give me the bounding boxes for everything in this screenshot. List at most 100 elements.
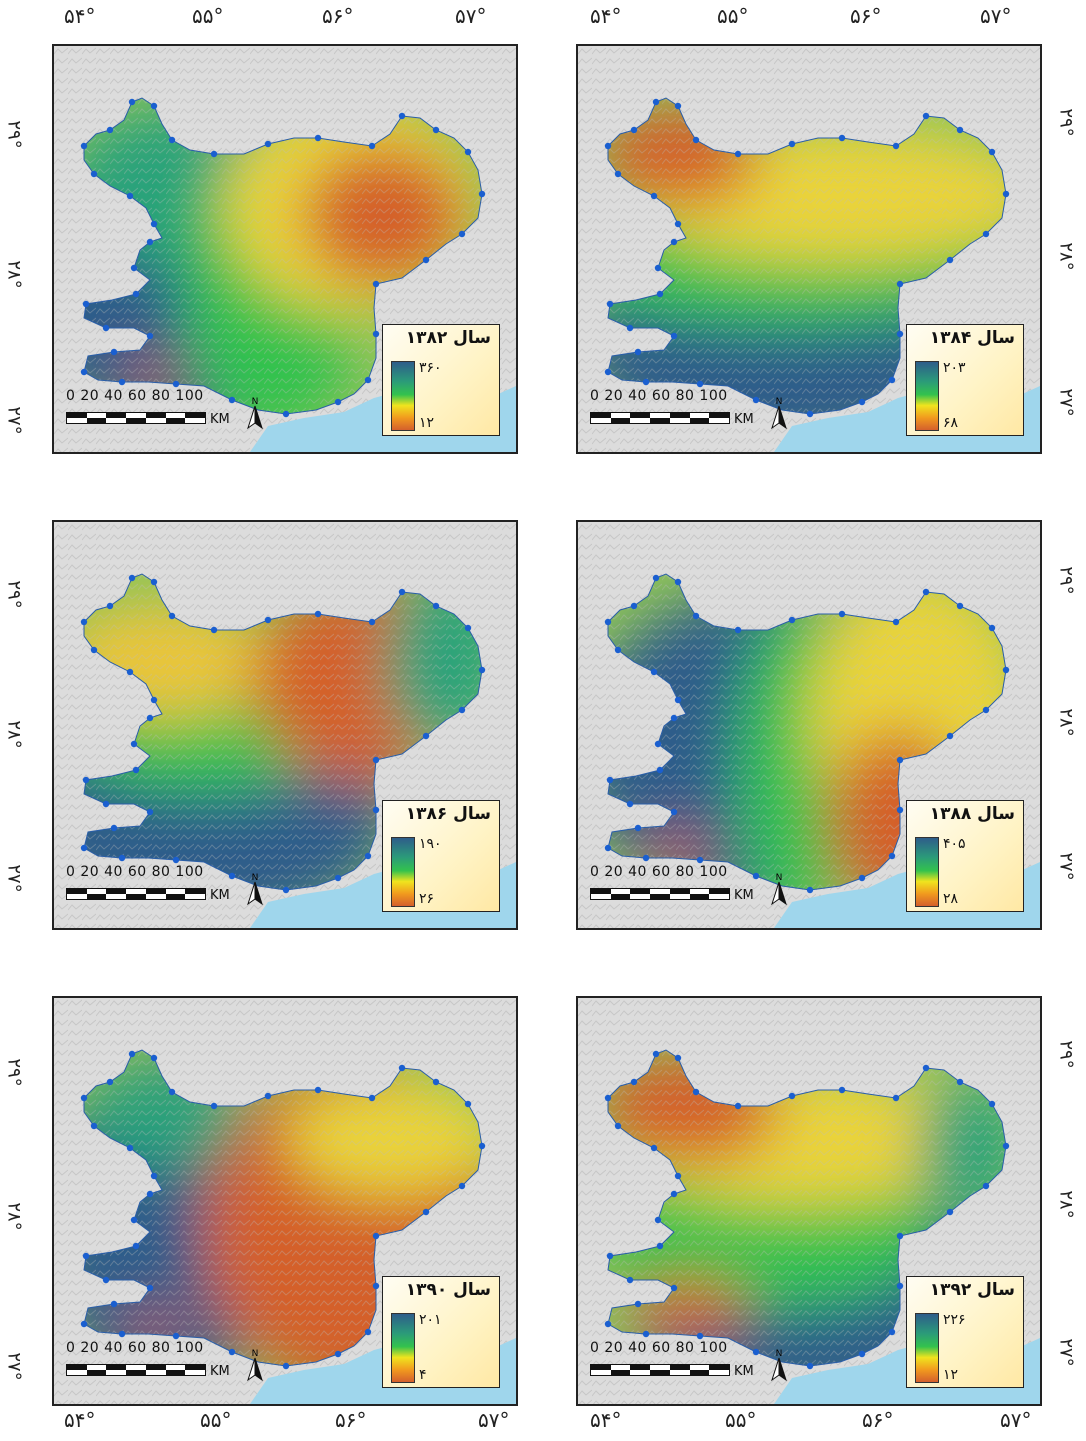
station-point <box>892 142 900 150</box>
interpolation-map <box>578 522 1040 928</box>
station-point <box>652 98 660 106</box>
station-point <box>692 612 700 620</box>
station-point <box>606 776 614 784</box>
station-point <box>102 1276 110 1284</box>
lat-label: ۲۸° <box>3 1202 25 1231</box>
station-point <box>604 368 612 376</box>
scale-unit: KM <box>210 412 230 427</box>
lon-label: ۵۷° <box>478 1408 510 1432</box>
station-point <box>132 766 140 774</box>
station-point <box>896 1232 904 1240</box>
station-point <box>652 1050 660 1058</box>
legend-min-value: ۲۶ <box>419 891 435 907</box>
station-point <box>368 142 376 150</box>
scale-bar-graphic <box>590 1364 730 1376</box>
station-point <box>102 800 110 808</box>
station-point <box>128 574 136 582</box>
station-point <box>1002 1142 1010 1150</box>
station-point <box>432 1078 440 1086</box>
lat-label: ۲۸° <box>3 720 25 749</box>
station-point <box>80 1320 88 1328</box>
scale-unit: KM <box>210 1364 230 1379</box>
lat-label: ۲۹° <box>1055 566 1077 595</box>
station-point <box>892 1094 900 1102</box>
station-point <box>334 398 342 406</box>
north-label: N <box>776 1349 783 1359</box>
station-point <box>946 256 954 264</box>
station-point <box>946 732 954 740</box>
station-point <box>422 256 430 264</box>
station-point <box>110 1300 118 1308</box>
station-point <box>634 1300 642 1308</box>
lat-label: ۲۹° <box>3 120 25 149</box>
station-point <box>752 1348 760 1356</box>
station-point <box>282 1362 290 1370</box>
station-point <box>626 800 634 808</box>
legend-min-value: ۲۸ <box>943 891 959 907</box>
station-point <box>1002 666 1010 674</box>
station-point <box>982 1182 990 1190</box>
station-point <box>922 112 930 120</box>
legend-max-value: ۲۰۳ <box>943 360 966 376</box>
lon-label: ۵۷° <box>455 4 487 28</box>
station-point <box>364 376 372 384</box>
station-point <box>642 378 650 386</box>
station-point <box>806 886 814 894</box>
scale-bar: 0 20 40 60 80 100 KM N <box>590 864 790 912</box>
station-point <box>988 624 996 632</box>
station-point <box>80 368 88 376</box>
station-point <box>888 376 896 384</box>
station-point <box>130 740 138 748</box>
station-point <box>696 1332 704 1340</box>
station-point <box>372 806 380 814</box>
north-label: N <box>252 873 259 883</box>
lat-label: ۲۷° <box>1055 1338 1077 1367</box>
station-point <box>90 646 98 654</box>
scale-bar-graphic <box>590 888 730 900</box>
interpolation-map <box>54 46 516 452</box>
station-point <box>788 616 796 624</box>
station-point <box>172 856 180 864</box>
station-point <box>838 1086 846 1094</box>
station-point <box>896 806 904 814</box>
lat-label: ۲۹° <box>1055 108 1077 137</box>
station-point <box>642 854 650 862</box>
station-point <box>946 1208 954 1216</box>
station-point <box>674 578 682 586</box>
north-arrow-icon: N <box>771 1349 787 1382</box>
station-point <box>422 1208 430 1216</box>
station-point <box>146 238 154 246</box>
legend: سال ۱۳۸۶ ۱۹۰ ۲۶ <box>382 800 500 912</box>
legend-title: سال ۱۳۹۰ <box>405 1280 491 1300</box>
legend-title: سال ۱۳۸۴ <box>929 328 1015 348</box>
station-point <box>614 1122 622 1130</box>
station-point <box>858 874 866 882</box>
station-point <box>988 1100 996 1108</box>
station-point <box>464 148 472 156</box>
station-point <box>650 1144 658 1152</box>
station-point <box>126 668 134 676</box>
lat-label: ۲۸° <box>1055 708 1077 737</box>
station-point <box>458 706 466 714</box>
station-point <box>838 134 846 142</box>
scale-numbers: 0 20 40 60 80 100 <box>590 1340 728 1356</box>
station-point <box>102 324 110 332</box>
station-point <box>168 612 176 620</box>
legend-max-value: ۲۲۶ <box>943 1312 966 1328</box>
station-point <box>334 1350 342 1358</box>
lon-label: ۵۷° <box>980 4 1012 28</box>
scale-bar: 0 20 40 60 80 100 KM N <box>66 388 266 436</box>
station-point <box>734 1102 742 1110</box>
station-point <box>264 1092 272 1100</box>
lat-label: ۲۷° <box>3 1352 25 1381</box>
scale-bar: 0 20 40 60 80 100 KM N <box>590 388 790 436</box>
station-point <box>614 170 622 178</box>
scale-bar-graphic <box>590 412 730 424</box>
station-point <box>80 142 88 150</box>
station-point <box>858 1350 866 1358</box>
station-point <box>896 756 904 764</box>
station-point <box>988 148 996 156</box>
station-point <box>634 348 642 356</box>
lon-label: ۵۵° <box>200 1408 232 1432</box>
station-point <box>670 714 678 722</box>
